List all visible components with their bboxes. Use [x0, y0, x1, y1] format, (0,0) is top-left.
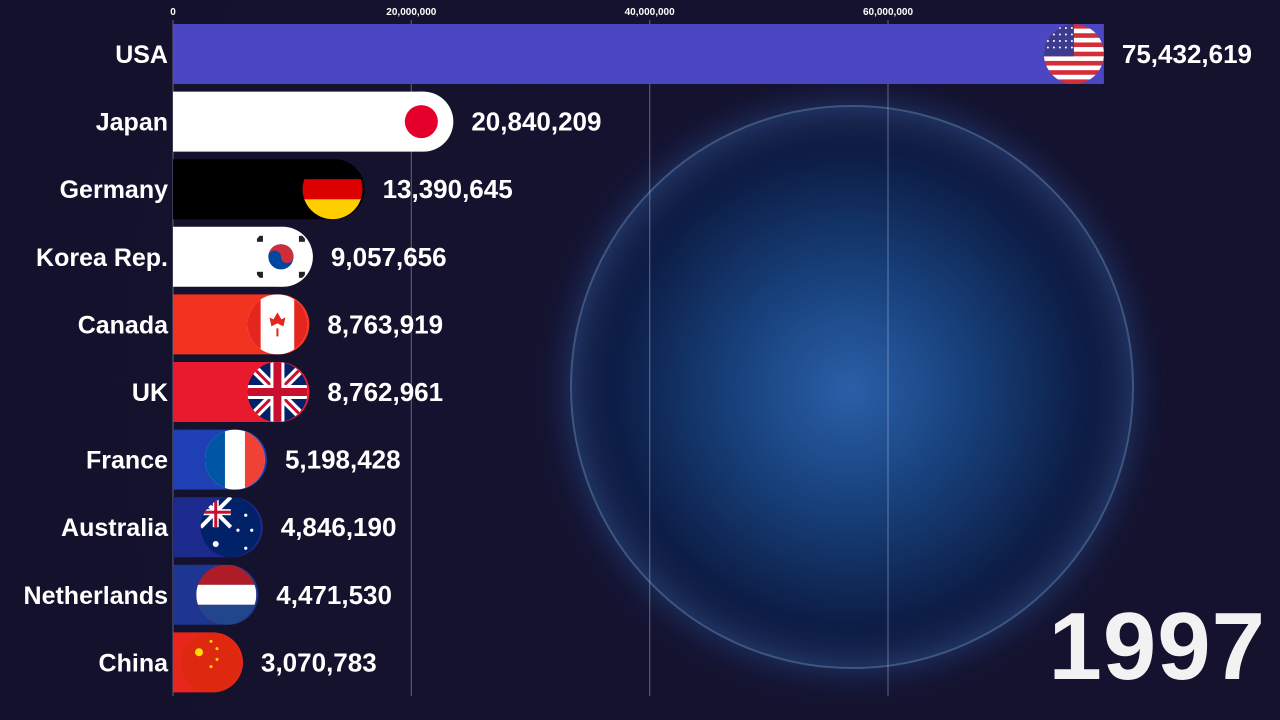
- x-tick-label: 40,000,000: [625, 7, 675, 18]
- bar-row-korea-rep-: Korea Rep. 9,057,656: [36, 226, 447, 287]
- value-label: 4,846,190: [281, 512, 397, 542]
- category-label: China: [99, 649, 170, 677]
- france-flag-icon: [204, 429, 265, 490]
- category-label: Japan: [96, 109, 168, 137]
- korea-flag-icon: [250, 226, 311, 287]
- value-label: 8,763,919: [327, 309, 443, 339]
- canada-flag-icon: [247, 294, 308, 355]
- china-flag-icon: [181, 632, 241, 693]
- x-tick-label: 60,000,000: [863, 7, 913, 18]
- australia-flag-icon: [200, 497, 261, 558]
- value-label: 13,390,645: [383, 174, 513, 204]
- bar-row-japan: Japan 20,840,209: [96, 91, 601, 152]
- bar-row-canada: Canada 8,763,919: [78, 294, 443, 355]
- category-label: UK: [132, 379, 168, 407]
- uk-flag-icon: [247, 362, 308, 422]
- x-tick-label: 20,000,000: [386, 7, 436, 18]
- bar: [173, 24, 1104, 84]
- bar-row-australia: Australia 4,846,190: [61, 497, 397, 558]
- category-label: Korea Rep.: [36, 244, 168, 272]
- value-label: 8,762,961: [327, 377, 443, 407]
- netherlands-flag-icon: [196, 564, 257, 625]
- category-label: France: [86, 447, 168, 475]
- value-label: 9,057,656: [331, 242, 447, 272]
- bar-row-usa: USA 75,432,619: [115, 24, 1252, 84]
- germany-flag-icon: [302, 159, 363, 220]
- value-label: 4,471,530: [276, 580, 392, 610]
- year-label: 1997: [1048, 593, 1266, 700]
- bar-row-france: France 5,198,428: [86, 429, 401, 490]
- value-label: 75,432,619: [1122, 39, 1252, 69]
- value-label: 3,070,783: [261, 647, 377, 677]
- usa-flag-icon: [1043, 24, 1104, 84]
- category-label: Canada: [78, 311, 169, 339]
- bar-row-germany: Germany 13,390,645: [60, 159, 513, 220]
- japan-flag-icon: [391, 91, 452, 152]
- value-label: 20,840,209: [471, 107, 601, 137]
- bar-row-china: China 3,070,783: [99, 632, 377, 693]
- category-label: Germany: [60, 176, 168, 204]
- x-tick-label: 0: [170, 7, 176, 18]
- bar-row-uk: UK 8,762,961: [132, 362, 443, 422]
- category-label: USA: [115, 41, 168, 69]
- category-label: Australia: [61, 514, 169, 542]
- network-globe-image: [570, 105, 1134, 669]
- value-label: 5,198,428: [285, 445, 401, 475]
- category-label: Netherlands: [24, 582, 168, 610]
- bar: [173, 91, 454, 152]
- bar-row-netherlands: Netherlands 4,471,530: [24, 564, 392, 625]
